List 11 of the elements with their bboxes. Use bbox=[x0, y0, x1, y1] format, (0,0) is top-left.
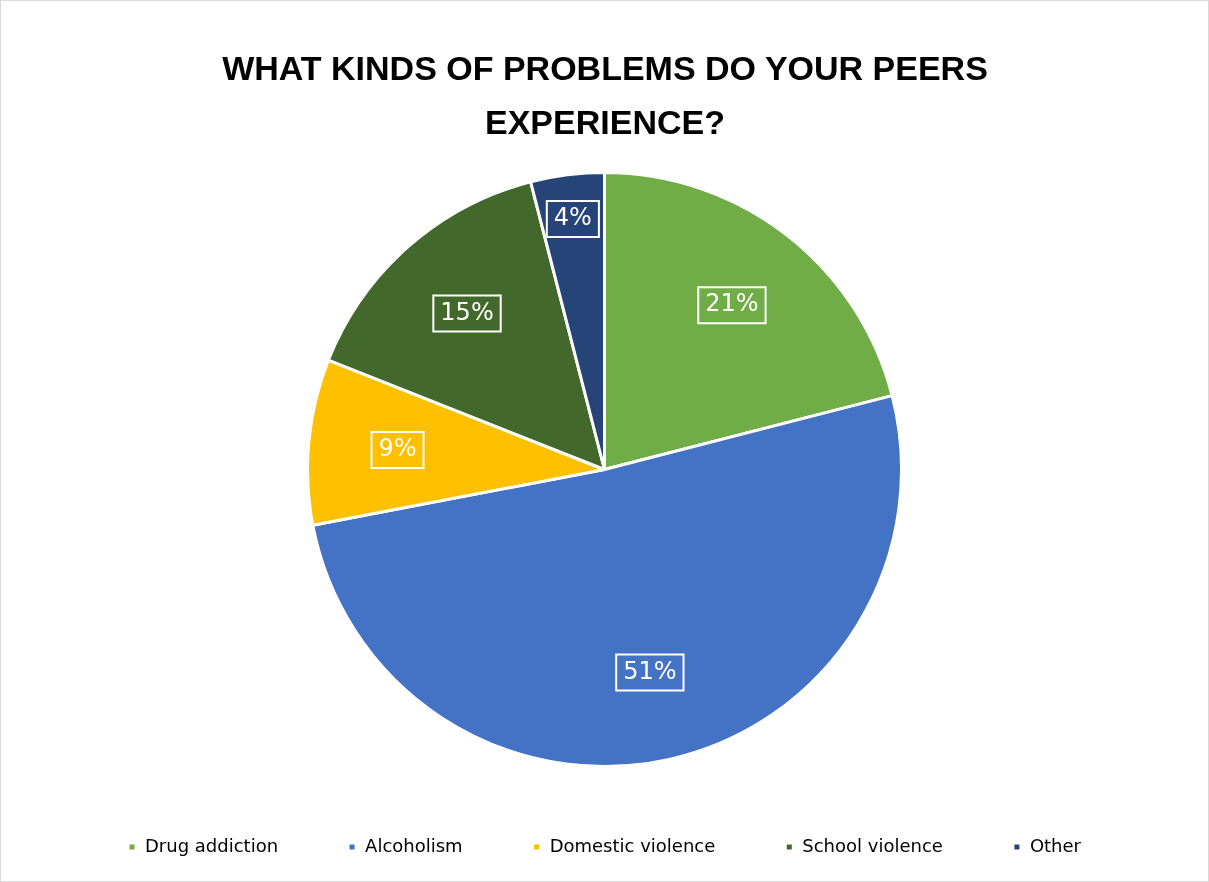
legend-label: School violence bbox=[802, 834, 943, 856]
chart-title: WHAT KINDS OF PROBLEMS DO YOUR PEERS EXPERIENCE? bbox=[221, 48, 989, 143]
data-label: 9% bbox=[378, 434, 417, 463]
legend-label: Other bbox=[1029, 834, 1082, 856]
legend-label: Domestic violence bbox=[549, 834, 716, 856]
data-label: 51% bbox=[623, 656, 677, 685]
data-label: 15% bbox=[440, 297, 494, 326]
legend-label: Alcoholism bbox=[365, 834, 463, 856]
legend-label: Drug addiction bbox=[145, 834, 279, 856]
data-label: 21% bbox=[705, 289, 759, 318]
data-label: 4% bbox=[553, 203, 592, 232]
